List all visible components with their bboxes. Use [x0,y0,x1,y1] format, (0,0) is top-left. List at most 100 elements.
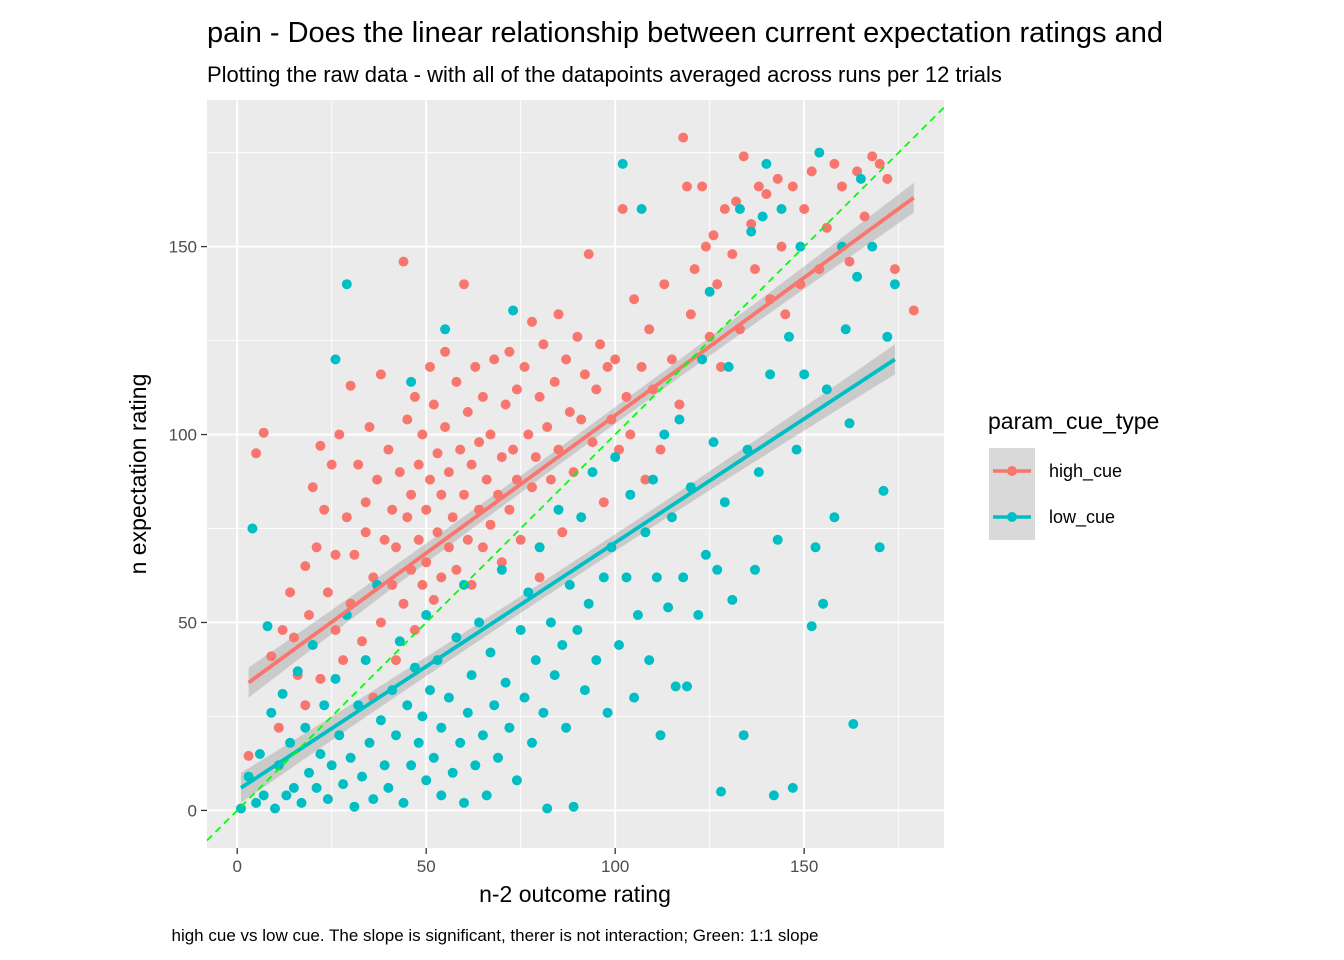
data-point-high_cue [470,361,481,372]
data-point-high_cue [330,625,341,635]
data-point-high_cue [882,173,893,184]
data-point-low_cue [818,598,829,609]
data-point-high_cue [750,264,760,275]
data-point-low_cue [640,527,651,538]
data-point-low_cue [538,707,549,718]
data-point-high_cue [553,444,564,455]
legend-point-low-cue [1007,512,1017,522]
data-point-low_cue [368,794,379,805]
data-point-high_cue [689,264,700,275]
data-point-high_cue [443,542,454,553]
data-point-low_cue [534,542,545,553]
data-point-low_cue [496,564,507,575]
data-point-high_cue [579,369,590,380]
data-point-high_cue [398,598,409,609]
data-point-low_cue [768,790,779,801]
data-point-low_cue [428,752,439,763]
data-point-low_cue [508,305,519,316]
data-point-high_cue [655,444,666,455]
data-point-low_cue [493,752,503,763]
data-point-low_cue [523,587,534,598]
data-point-low_cue [251,797,262,808]
data-point-high_cue [372,474,383,485]
data-point-low_cue [481,790,492,801]
data-point-high_cue [636,361,647,372]
identity-line [206,106,945,842]
x-tick-label: 0 [233,857,242,876]
data-point-low_cue [421,610,432,620]
data-point-low_cue [447,767,458,778]
data-point-low_cue [704,286,715,297]
data-point-high_cue [595,339,606,350]
data-point-low_cue [270,803,280,814]
data-point-high_cue [557,527,568,538]
data-point-high_cue [440,422,451,432]
data-point-high_cue [772,173,783,184]
data-point-low_cue [258,790,269,801]
data-point-low_cue [489,700,500,711]
data-point-high_cue [413,459,424,470]
data-point-high_cue [349,549,360,560]
legend: param_cue_type high_cue low_cue [988,408,1159,540]
data-point-low_cue [398,797,409,808]
regression-line-low_cue [239,357,896,790]
data-point-high_cue [727,249,738,260]
data-point-low_cue [651,572,662,583]
chart-caption: high cue vs low cue. The slope is signif… [172,926,819,945]
data-point-low_cue [459,797,469,808]
data-point-low_cue [889,279,900,290]
data-point-high_cue [496,557,507,568]
grid-lines [207,100,944,848]
data-point-low_cue [591,655,602,666]
data-point-low_cue [561,722,572,733]
data-point-high_cue [391,542,401,553]
data-point-high_cue [251,448,262,459]
data-point-high_cue [776,241,787,252]
data-point-low_cue [292,666,303,677]
data-point-high_cue [746,219,757,229]
data-point-low_cue [636,204,647,214]
data-point-low_cue [417,711,428,722]
data-point-high_cue [761,189,772,199]
data-point-high_cue [398,256,409,267]
data-point-high_cue [799,204,810,214]
y-tick-label: 50 [178,613,197,632]
data-point-low_cue [806,621,817,632]
data-point-high_cue [440,346,451,357]
x-tick-label: 50 [417,857,436,876]
x-tick-label: 100 [601,857,629,876]
data-point-low_cue [576,512,587,523]
data-point-high_cue [610,354,621,365]
y-tick-label: 0 [188,801,197,820]
data-point-low_cue [753,467,764,478]
data-point-high_cue [731,196,742,207]
data-point-low_cue [470,760,481,771]
data-point-high_cue [425,474,435,485]
data-point-high_cue [455,444,466,455]
data-point-high_cue [345,380,356,391]
data-point-high_cue [576,414,587,425]
data-point-high_cue [614,444,624,455]
data-point-high_cue [859,211,870,222]
data-point-low_cue [307,640,318,650]
data-point-high_cue [644,324,655,335]
data-point-high_cue [432,448,443,459]
data-point-low_cue [757,211,768,222]
chart-subtitle: Plotting the raw data - with all of the … [207,62,1002,87]
data-point-low_cue [655,730,666,741]
data-point-high_cue [409,625,420,635]
data-point-high_cue [459,489,469,500]
data-point-low_cue [644,655,655,666]
data-point-low_cue [413,737,424,748]
data-point-high_cue [572,331,583,342]
data-point-low_cue [610,452,621,463]
data-point-low_cue [254,749,265,759]
data-point-high_cue [319,504,330,515]
data-point-low_cue [236,803,246,814]
data-point-low_cue [583,598,594,609]
data-point-high_cue [409,391,420,402]
data-point-low_cue [855,173,866,184]
y-axis-label: n expectation rating [125,374,151,575]
data-point-low_cue [334,730,345,741]
data-point-low_cue [568,801,579,812]
